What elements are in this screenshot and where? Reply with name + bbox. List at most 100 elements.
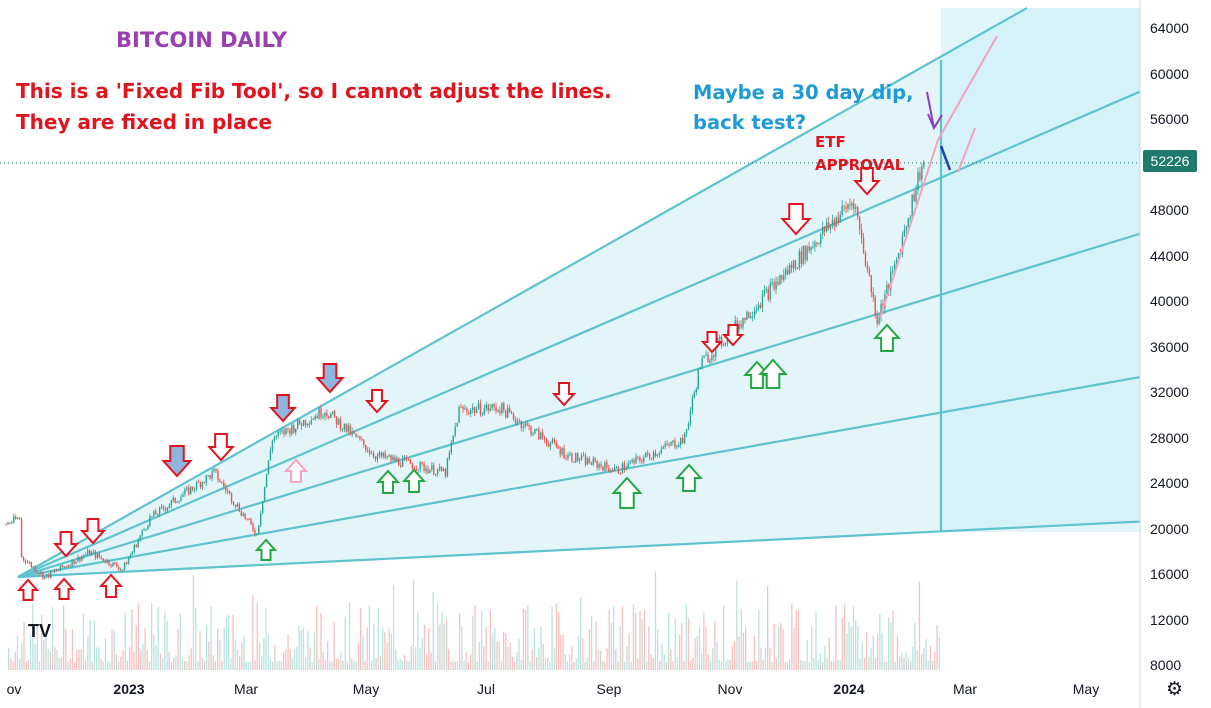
candle-body (687, 423, 690, 430)
volume-bar (47, 649, 49, 670)
candle-body (217, 471, 219, 481)
volume-bar (164, 612, 166, 670)
candle-body (526, 423, 528, 425)
up-arrow-marker-red (16, 578, 40, 601)
volume-bar (918, 581, 921, 670)
volume-bar (368, 605, 371, 670)
volume-bar (676, 656, 679, 670)
volume-bar (696, 635, 698, 670)
volume-bar (727, 659, 729, 670)
volume-bar (591, 615, 593, 670)
volume-bar (907, 659, 910, 670)
candle-body (571, 453, 573, 462)
volume-bar (602, 660, 604, 670)
volume-bar (797, 609, 800, 670)
candle-body (384, 452, 386, 458)
volume-bar (646, 661, 648, 670)
volume-bar (734, 641, 736, 670)
volume-bar (375, 658, 377, 670)
candle-body (310, 419, 312, 424)
volume-bar (707, 654, 709, 670)
volume-bar (652, 657, 654, 670)
down-arrow-marker (780, 203, 812, 236)
volume-bar (327, 641, 329, 670)
candle-body (857, 207, 859, 217)
volume-bar (597, 649, 599, 670)
candle-body (631, 459, 633, 462)
volume-bar (819, 653, 822, 670)
volume-bar (885, 661, 888, 670)
candle-body (333, 411, 336, 417)
candle-body (545, 439, 548, 445)
volume-bar (23, 621, 25, 670)
candle-body (411, 463, 414, 469)
volume-bar (879, 614, 881, 670)
volume-bar (362, 635, 364, 670)
volume-bar (910, 661, 912, 670)
candle-body (166, 507, 169, 511)
candle-body (588, 458, 591, 464)
up-arrow-marker-green (401, 468, 427, 493)
volume-bar (467, 662, 470, 670)
volume-bar (586, 658, 588, 670)
volume-bar (621, 606, 624, 670)
volume-bar (630, 661, 632, 670)
candle-body (623, 463, 626, 470)
volume-bar (916, 650, 918, 670)
candle-body (36, 571, 38, 573)
candle-body (847, 204, 849, 209)
volume-bar (888, 617, 890, 670)
up-arrow-marker-green (254, 538, 278, 561)
candle-body (849, 204, 851, 206)
volume-bar (564, 654, 566, 670)
candle-body (740, 324, 742, 328)
volume-bar (43, 640, 45, 670)
volume-bar (412, 579, 415, 670)
candle-body (423, 463, 425, 471)
tradingview-logo[interactable]: TV (28, 621, 52, 641)
candle-body (843, 206, 845, 208)
candle-body (322, 416, 324, 418)
candle-body (633, 459, 635, 463)
volume-bar (14, 651, 16, 670)
candle-body (67, 565, 69, 567)
volume-bar (852, 605, 855, 670)
candle-body (203, 482, 206, 484)
candle-body (312, 419, 314, 421)
volume-bar (450, 661, 452, 670)
candle-body (147, 525, 149, 529)
candle-body (505, 410, 507, 418)
time-tick-label: Mar (233, 681, 259, 697)
volume-bar (190, 647, 192, 670)
candle-body (654, 452, 657, 456)
candle-body (50, 571, 52, 578)
volume-bar (188, 654, 190, 670)
candle-body (104, 560, 106, 563)
volume-bar (498, 642, 500, 670)
volume-bar (179, 613, 181, 670)
candle-body (600, 464, 602, 467)
volume-bar (551, 606, 553, 670)
purple-pointer (926, 91, 943, 131)
candle-body (343, 423, 346, 430)
candle-body (413, 468, 416, 470)
chart-title: BITCOIN DAILY (116, 28, 287, 52)
volume-bar (333, 622, 335, 670)
candle-body (713, 355, 715, 357)
gear-icon[interactable]: ⚙ (1166, 679, 1184, 700)
volume-bar (126, 661, 129, 670)
volume-bar (751, 661, 753, 670)
volume-bar (87, 635, 89, 670)
candle-body (699, 367, 701, 370)
volume-bar (276, 661, 278, 670)
candle-body (123, 562, 126, 570)
price-tick-label: 56000 (1150, 111, 1189, 127)
candle-body (506, 407, 509, 418)
candle-body (685, 429, 688, 434)
volume-bar (16, 636, 19, 670)
candle-body (582, 455, 585, 457)
volume-bar (848, 622, 850, 670)
candle-body (223, 482, 225, 487)
candle-body (621, 463, 624, 474)
volume-bar (716, 641, 718, 670)
